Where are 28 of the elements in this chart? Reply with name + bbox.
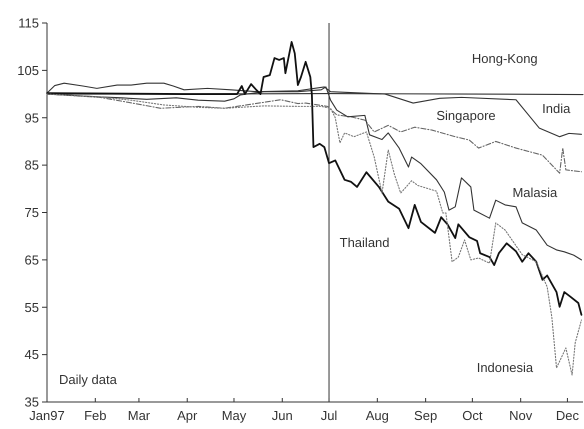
series-label: Thailand	[340, 235, 390, 250]
x-tick-label: Mar	[128, 408, 151, 423]
y-tick-label: 105	[17, 62, 39, 78]
y-tick-label: 35	[24, 394, 39, 410]
y-tick-label: 85	[24, 158, 39, 173]
x-tick-label: Dec	[556, 408, 580, 423]
x-tick-label: Oct	[462, 408, 483, 423]
x-tick-label: Jun	[272, 408, 293, 423]
x-tick-label: Sep	[414, 408, 438, 423]
y-tick-label: 55	[24, 300, 39, 315]
x-tick-label: Apr	[177, 408, 198, 423]
y-tick-label: 45	[24, 347, 39, 362]
x-tick-label: Jan97	[29, 408, 65, 423]
series-label: India	[542, 101, 572, 116]
y-tick-label: 95	[24, 110, 39, 126]
y-tick-label: 75	[24, 205, 39, 220]
y-tick-label: 65	[24, 252, 39, 268]
series-label: Malasia	[512, 184, 558, 200]
y-tick-label: 115	[18, 16, 39, 31]
series-label: Indonesia	[476, 360, 534, 376]
x-tick-label: Jul	[320, 408, 338, 423]
annotation: Daily data	[59, 372, 118, 387]
x-tick-label: Nov	[509, 408, 533, 423]
x-tick-label: Aug	[366, 408, 389, 423]
x-tick-label: Feb	[84, 408, 107, 423]
x-tick-label: May	[222, 408, 247, 423]
series-label: Singapore	[436, 108, 496, 124]
text: Hong-Kong	[472, 50, 538, 66]
